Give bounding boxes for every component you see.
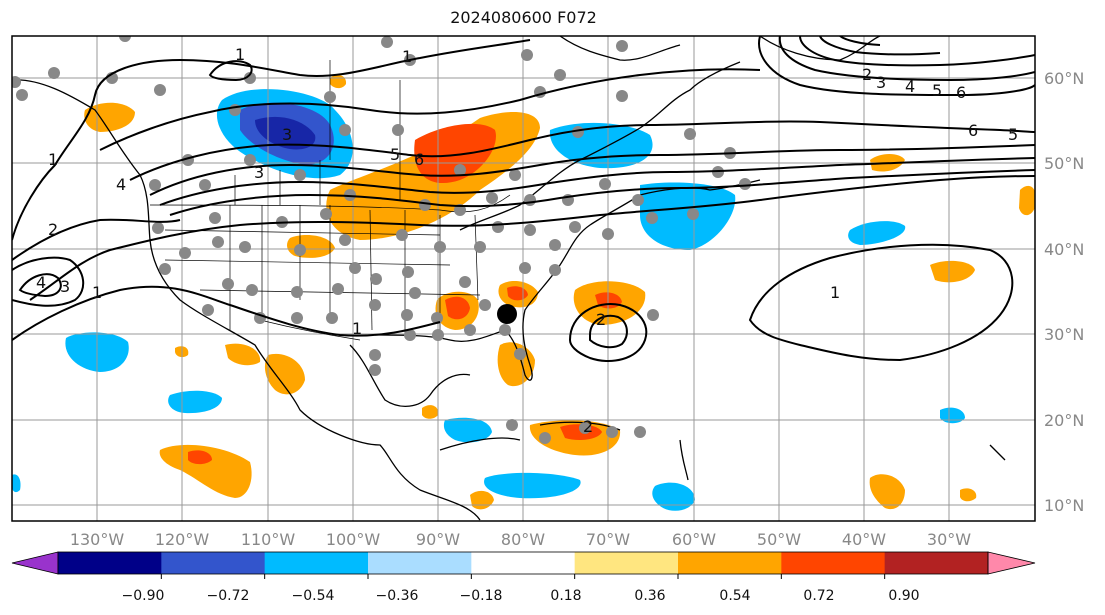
lon-label: 110°W <box>241 530 296 549</box>
contour-label: 1 <box>830 283 840 302</box>
colorbar-tick-label: −0.72 <box>207 588 250 604</box>
lon-label: 100°W <box>326 530 381 549</box>
colorbar-tick-label: 0.72 <box>803 588 834 604</box>
contour-label: 4 <box>36 273 46 292</box>
contour-label: 3 <box>254 163 264 182</box>
colorbar-segment <box>58 552 162 574</box>
contour-label: 4 <box>116 175 126 194</box>
colorbar-segment <box>678 552 782 574</box>
lon-label: 60°W <box>672 530 716 549</box>
colorbar-tick-labels: −0.90 −0.72 −0.54 −0.36 −0.18 0.18 0.36 … <box>122 588 920 604</box>
contour-label: 6 <box>968 121 978 140</box>
colorbar-segment <box>368 552 472 574</box>
colorbar <box>11 551 1036 579</box>
lat-label: 10°N <box>1044 496 1084 515</box>
lon-label: 40°W <box>842 530 886 549</box>
lat-label: 60°N <box>1044 69 1084 88</box>
map-title: 2024080600 F072 <box>450 8 597 27</box>
contour-label: 3 <box>282 125 292 144</box>
contour-label: 2 <box>48 220 58 239</box>
contour-label: 3 <box>60 277 70 296</box>
colorbar-segment <box>574 552 679 574</box>
colorbar-tick-label: 0.90 <box>888 588 919 604</box>
storm-center-marker <box>497 304 517 324</box>
contour-label: 4 <box>905 77 915 96</box>
contour-label: 6 <box>956 83 966 102</box>
contour-label: 5 <box>1008 125 1018 144</box>
lat-label: 40°N <box>1044 240 1084 259</box>
contour-label: 3 <box>876 73 886 92</box>
lon-label: 70°W <box>586 530 630 549</box>
contour-label: 1 <box>235 45 245 64</box>
contour-label: 1 <box>92 283 102 302</box>
latitude-labels: 60°N 50°N 40°N 30°N 20°N 10°N <box>1044 69 1084 515</box>
map-frame <box>11 35 1036 522</box>
lon-label: 30°W <box>927 530 971 549</box>
colorbar-segment <box>264 552 369 574</box>
colorbar-tick-label: 0.54 <box>719 588 750 604</box>
lat-label: 20°N <box>1044 411 1084 430</box>
contour-label: 5 <box>932 81 942 100</box>
contour-label: 6 <box>414 150 424 169</box>
colorbar-tick-label: −0.36 <box>376 588 419 604</box>
contour-label: 2 <box>596 310 606 329</box>
colorbar-tick-label: −0.54 <box>292 588 335 604</box>
lon-label: 90°W <box>416 530 460 549</box>
contour-label: 1 <box>352 319 362 338</box>
coastlines <box>12 36 1006 521</box>
contour-label: 1 <box>402 47 412 66</box>
contour-label: 2 <box>862 65 872 84</box>
colorbar-tick-label: −0.90 <box>122 588 165 604</box>
lon-label: 80°W <box>501 530 545 549</box>
longitude-labels: 130°W 120°W 110°W 100°W 90°W 80°W 70°W 6… <box>70 530 971 549</box>
colorbar-segment <box>471 552 576 574</box>
colorbar-frame <box>57 551 989 575</box>
contour-label-group: 1 1 1 1 1 1 2 2 2 2 3 3 3 3 4 4 4 5 5 5 … <box>36 45 1018 436</box>
contour-label: 2 <box>583 417 593 436</box>
colorbar-segment <box>781 552 886 574</box>
colorbar-tick-label: 0.36 <box>634 588 665 604</box>
lat-label: 50°N <box>1044 154 1084 173</box>
lat-label: 30°N <box>1044 325 1084 344</box>
colorbar-tick-label: 0.18 <box>550 588 581 604</box>
colorbar-segment <box>884 552 989 574</box>
colorbar-extend-low <box>11 551 59 575</box>
lon-label: 120°W <box>155 530 210 549</box>
contour-label: 5 <box>390 145 400 164</box>
colorbar-tick-label: −0.18 <box>460 588 503 604</box>
contour-lines <box>12 36 1035 362</box>
colorbar-segment <box>161 552 266 574</box>
colorbar-extend-high <box>987 551 1036 575</box>
contour-label: 1 <box>48 150 58 169</box>
lon-label: 130°W <box>70 530 125 549</box>
lon-label: 50°W <box>757 530 801 549</box>
